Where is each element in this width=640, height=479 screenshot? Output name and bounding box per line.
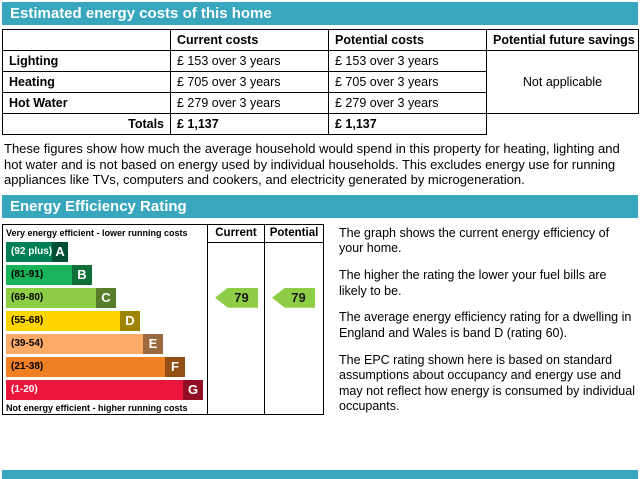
future-savings-value: Not applicable bbox=[486, 50, 639, 114]
costs-header-current: Current costs bbox=[170, 29, 329, 51]
table-row-lighting: Lighting £ 153 over 3 years £ 153 over 3… bbox=[2, 50, 639, 114]
rating-explanation-text: The graph shows the current energy effic… bbox=[324, 224, 638, 426]
rating-paragraph: The graph shows the current energy effic… bbox=[339, 225, 610, 256]
lighting-potential-cost: £ 153 over 3 years bbox=[328, 50, 487, 72]
costs-header-potential: Potential costs bbox=[328, 29, 487, 51]
totals-potential: £ 1,137 bbox=[328, 113, 487, 135]
costs-disclaimer-text: These figures show how much the average … bbox=[4, 141, 620, 188]
band-letter: A bbox=[52, 241, 68, 262]
rating-band-c: (69-80) C bbox=[6, 287, 116, 308]
chart-bottom-label: Not energy efficient - higher running co… bbox=[6, 402, 188, 413]
rating-chart-section: Very energy efficient - lower running co… bbox=[2, 223, 638, 426]
current-rating-arrow: 79 bbox=[215, 287, 258, 308]
rating-band-a: (92 plus) A bbox=[6, 241, 68, 262]
rating-band-g: (1-20) G bbox=[6, 379, 203, 400]
band-range-label: (1-20) bbox=[11, 384, 38, 396]
row-label: Heating bbox=[2, 71, 171, 93]
current-rating-value: 79 bbox=[234, 290, 249, 306]
current-rating-column: Current 79 bbox=[207, 224, 264, 414]
totals-row: Totals £ 1,137 £ 1,137 bbox=[2, 113, 639, 135]
rating-paragraph: The EPC rating shown here is based on st… bbox=[339, 352, 635, 414]
energy-efficiency-rating-header: Energy Efficiency Rating bbox=[2, 194, 638, 218]
band-letter: G bbox=[183, 379, 203, 400]
rating-bands: Very energy efficient - lower running co… bbox=[3, 225, 207, 414]
band-letter: F bbox=[165, 356, 185, 377]
potential-column-header: Potential bbox=[265, 225, 323, 243]
rating-band-b: (81-91) B bbox=[6, 264, 92, 285]
rating-paragraph: The higher the rating the lower your fue… bbox=[339, 268, 607, 298]
potential-rating-value: 79 bbox=[291, 290, 306, 306]
totals-savings-blank bbox=[487, 114, 639, 135]
hot-water-potential-cost: £ 279 over 3 years bbox=[328, 92, 487, 114]
rating-band-f: (21-38) F bbox=[6, 356, 185, 377]
current-column-header: Current bbox=[208, 225, 264, 243]
rating-paragraph: The average energy efficiency rating for… bbox=[339, 310, 632, 340]
heating-current-cost: £ 705 over 3 years bbox=[170, 71, 329, 93]
row-label: Lighting bbox=[2, 50, 171, 72]
band-letter: D bbox=[120, 310, 140, 331]
estimated-costs-header: Estimated energy costs of this home bbox=[2, 2, 638, 25]
costs-header-blank bbox=[2, 29, 171, 51]
rating-band-e: (39-54) E bbox=[6, 333, 163, 354]
energy-costs-table: Current costs Potential costs Potential … bbox=[2, 29, 639, 135]
costs-header-savings: Potential future savings bbox=[486, 29, 639, 51]
heating-potential-cost: £ 705 over 3 years bbox=[328, 71, 487, 93]
next-section-header-bar bbox=[2, 470, 638, 479]
hot-water-current-cost: £ 279 over 3 years bbox=[170, 92, 329, 114]
band-range-label: (55-68) bbox=[11, 315, 44, 327]
potential-rating-column: Potential 79 bbox=[264, 224, 323, 414]
lighting-current-cost: £ 153 over 3 years bbox=[170, 50, 329, 72]
epc-rating-chart: Very energy efficient - lower running co… bbox=[2, 223, 324, 415]
band-letter: C bbox=[96, 287, 116, 308]
band-range-label: (21-38) bbox=[11, 361, 44, 373]
costs-header-row: Current costs Potential costs Potential … bbox=[2, 29, 639, 51]
chart-top-label: Very energy efficient - lower running co… bbox=[6, 227, 188, 238]
band-letter: E bbox=[143, 333, 163, 354]
band-range-label: (81-91) bbox=[11, 269, 44, 281]
totals-current: £ 1,137 bbox=[170, 113, 329, 135]
totals-label: Totals bbox=[2, 113, 171, 135]
row-label: Hot Water bbox=[2, 92, 171, 114]
band-letter: B bbox=[72, 264, 92, 285]
potential-rating-arrow: 79 bbox=[272, 287, 315, 308]
table-row-hot-water: Hot Water £ 279 over 3 years £ 279 over … bbox=[2, 92, 639, 114]
band-range-label: (92 plus) bbox=[11, 246, 53, 258]
band-range-label: (69-80) bbox=[11, 292, 44, 304]
rating-band-d: (55-68) D bbox=[6, 310, 140, 331]
band-range-label: (39-54) bbox=[11, 338, 44, 350]
